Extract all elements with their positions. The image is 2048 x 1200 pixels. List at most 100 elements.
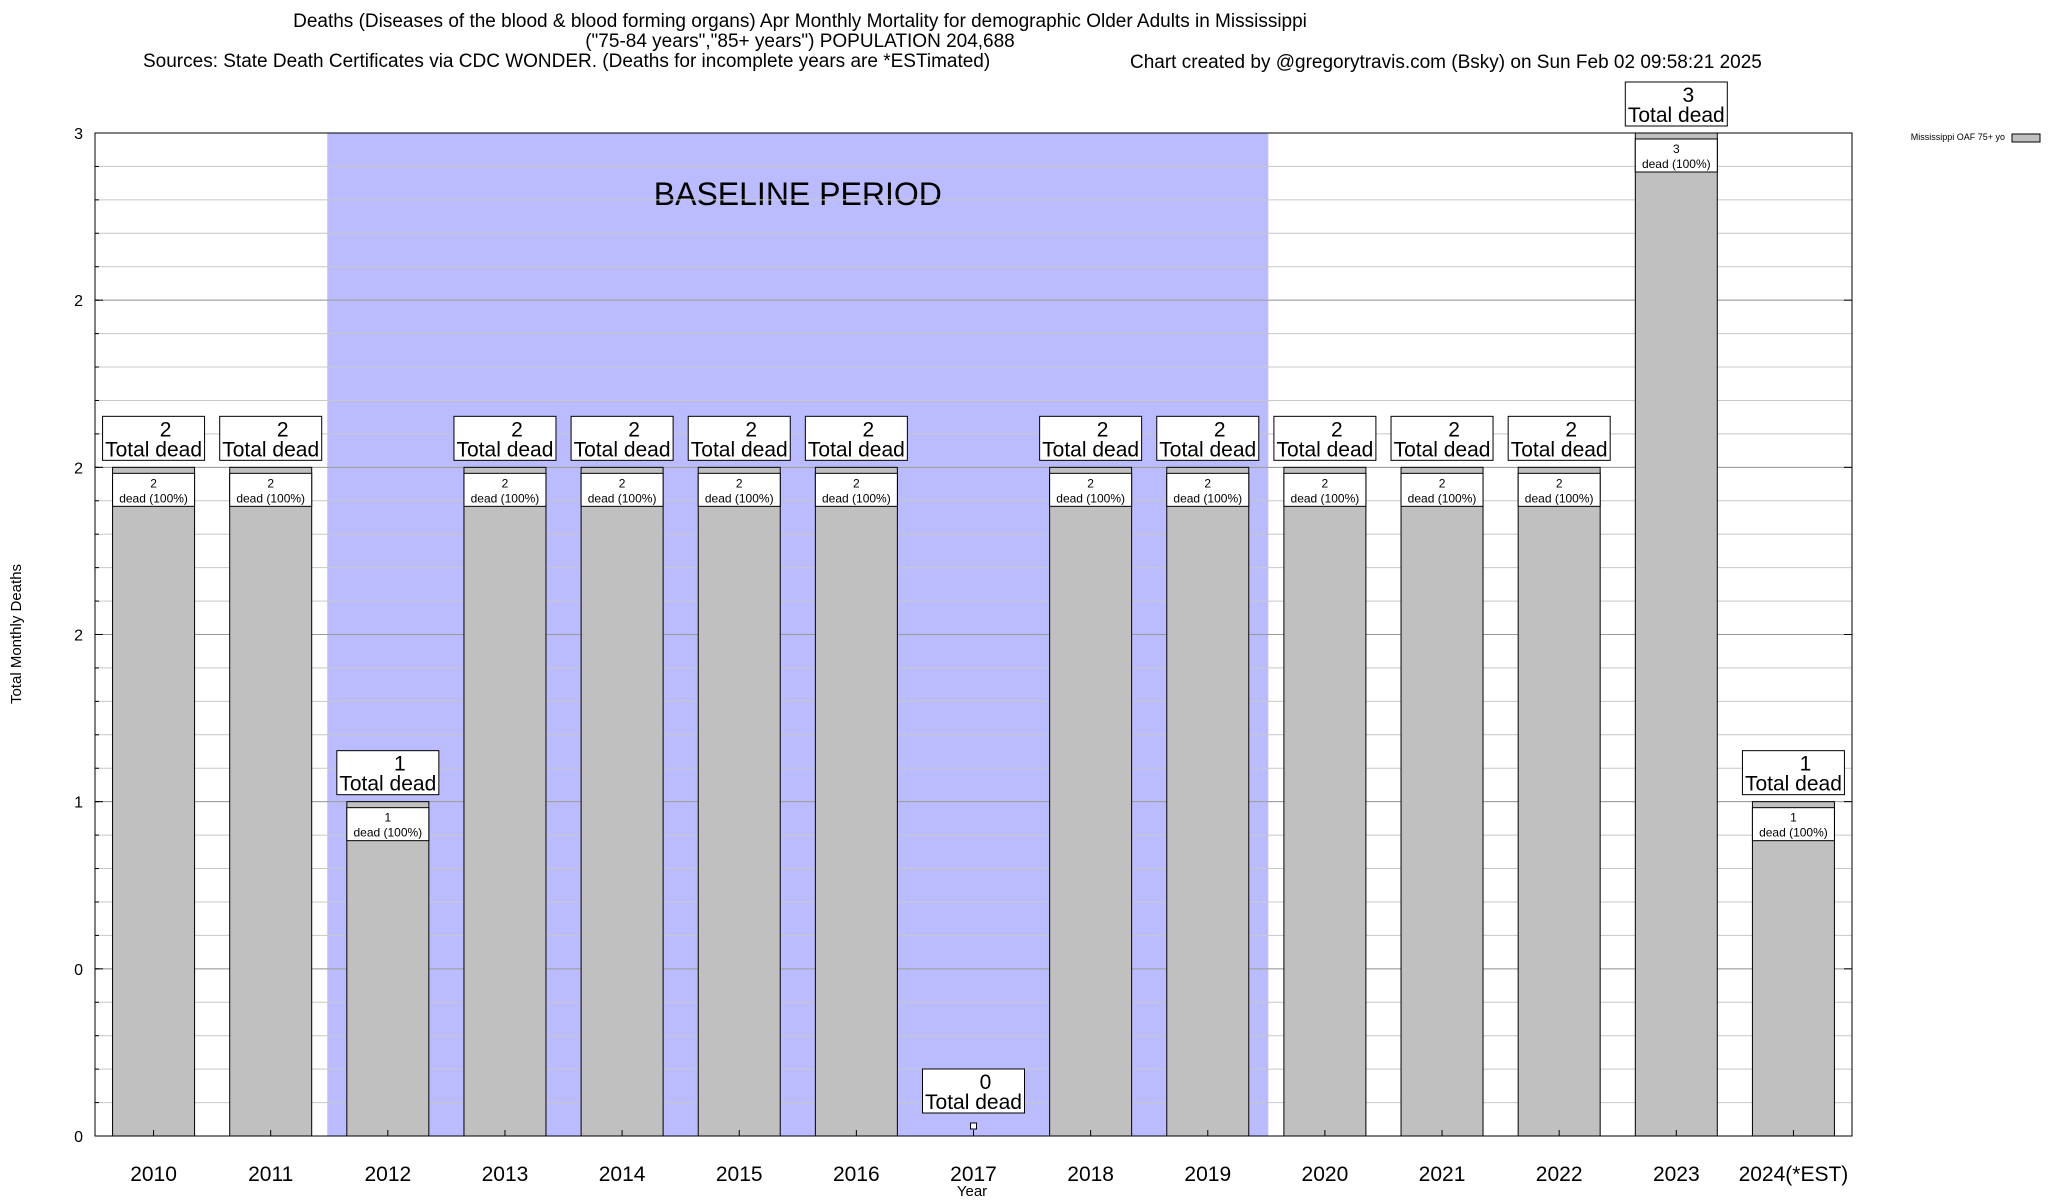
total-label-text: Total dead [808,438,905,461]
total-label-box [102,415,206,461]
y-tick-label: 2 [74,460,83,477]
total-label-value: 2 [160,418,172,441]
total-label-text: Total dead [1042,438,1139,461]
inner-label-value: 2 [619,476,626,490]
inner-label-value: 1 [384,811,391,825]
bar [229,466,313,1137]
total-label-box [1741,750,1845,796]
y-tick-label: 1 [74,795,83,812]
total-label-value: 0 [980,1071,992,1094]
chart-subtitle: ("75-84 years","85+ years") POPULATION 2… [585,31,1015,52]
inner-label-text: dead (100%) [1291,491,1360,505]
bar [580,466,664,1137]
inner-label-box [697,472,781,507]
total-label-box [1156,415,1260,461]
inner-label-box [1517,472,1601,507]
total-label-box [1039,415,1143,461]
inner-label-text: dead (100%) [1525,491,1594,505]
x-tick-label: 2023 [1653,1163,1700,1186]
inner-label-text: dead (100%) [1408,491,1477,505]
inner-label-value: 2 [1556,476,1563,490]
total-label-text: Total dead [1159,438,1256,461]
inner-label-value: 2 [1439,476,1446,490]
inner-label-value: 2 [853,476,860,490]
bar [1283,466,1367,1137]
total-label-text: Total dead [1394,438,1491,461]
inner-label-box [1049,472,1133,507]
total-label-value: 2 [277,418,289,441]
inner-label-value: 2 [1322,476,1329,490]
inner-label-text: dead (100%) [1759,826,1828,840]
total-label-text: Total dead [339,773,436,796]
total-label-value: 2 [1565,418,1577,441]
bar [463,466,547,1137]
inner-label-text: dead (100%) [1056,491,1125,505]
inner-label-text: dead (100%) [822,491,891,505]
chart-sources: Sources: State Death Certificates via CD… [143,51,991,72]
total-label-value: 2 [863,418,875,441]
total-label-box [1273,415,1377,461]
x-tick-label: 2018 [1067,1163,1114,1186]
total-label-text: Total dead [222,438,319,461]
total-label-value: 2 [1331,418,1343,441]
total-label-text: Total dead [691,438,788,461]
y-tick-label: 0 [74,962,83,979]
bar [1634,132,1718,1137]
inner-label-text: dead (100%) [588,491,657,505]
x-tick-label: 2014 [599,1163,646,1186]
inner-label-box [229,472,313,507]
y-tick-label: 2 [74,293,83,310]
x-tick-label: 2021 [1419,1163,1466,1186]
total-label-box [453,415,557,461]
inner-label-value: 2 [150,476,157,490]
legend-swatch [2011,133,2041,143]
total-label-value: 3 [1682,84,1694,107]
bar [346,801,430,1137]
total-label-value: 2 [511,418,523,441]
total-label-text: Total dead [105,438,202,461]
bar [1751,801,1835,1137]
chart-title: Deaths (Diseases of the blood & blood fo… [293,11,1307,32]
inner-label-value: 2 [736,476,743,490]
total-label-box [336,750,440,796]
total-label-text: Total dead [925,1091,1022,1114]
bar [1049,466,1133,1137]
y-axis-title: Total Monthly Deaths [8,564,25,704]
bar [112,466,196,1137]
total-label-box [1624,81,1728,127]
inner-label-box [463,472,547,507]
inner-label-value: 2 [1204,476,1211,490]
x-tick-label: 2020 [1302,1163,1349,1186]
total-label-text: Total dead [574,438,671,461]
total-label-text: Total dead [1628,104,1725,127]
inner-label-text: dead (100%) [119,491,188,505]
x-tick-label: 2019 [1184,1163,1231,1186]
inner-label-box [112,472,196,507]
x-tick-label: 2013 [482,1163,529,1186]
total-label-text: Total dead [1511,438,1608,461]
inner-label-box [1634,138,1718,173]
legend: Mississippi OAF 75+ yo [1911,132,2041,143]
x-axis-title: Year [957,1183,987,1200]
inner-label-value: 2 [1087,476,1094,490]
